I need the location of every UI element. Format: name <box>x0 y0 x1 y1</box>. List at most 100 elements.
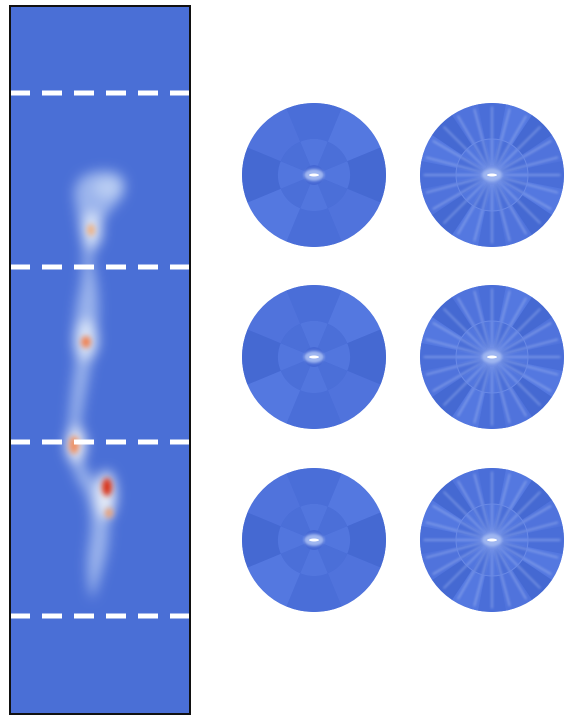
disc-inner-sector <box>323 526 351 554</box>
disc-inner-sector <box>472 139 491 167</box>
disc <box>419 102 565 248</box>
disc-inner-sector <box>277 161 305 189</box>
disc-sector <box>247 108 301 162</box>
disc-inner-sector <box>323 161 351 189</box>
disc-sector <box>327 108 381 162</box>
disc-inner-sector <box>300 549 328 577</box>
panel-background <box>10 6 190 714</box>
disc-inner-sector <box>317 543 348 574</box>
disc-inner-sector <box>317 141 348 172</box>
discs <box>242 102 565 613</box>
disc-ray <box>491 115 527 176</box>
disc-ray <box>432 174 493 210</box>
disc-sector <box>286 208 342 247</box>
disc-inner-sector <box>500 358 528 377</box>
disc-ray <box>432 505 493 541</box>
disc-sector <box>347 329 386 385</box>
disc-sector <box>421 135 463 168</box>
disc-ray <box>443 491 493 541</box>
disc-ray <box>491 297 527 358</box>
disc-sector <box>499 386 532 428</box>
disc-ray <box>491 308 541 358</box>
disc <box>242 285 386 429</box>
disc-inner-sector <box>317 323 348 354</box>
disc-ray <box>443 308 493 358</box>
disc-inner-sector <box>300 184 328 212</box>
disc-ray <box>443 356 493 406</box>
disc-ray <box>491 480 527 541</box>
disc-ray <box>491 338 559 358</box>
disc-ray <box>491 156 559 176</box>
disc-ray <box>491 356 559 376</box>
disc-ray <box>425 521 493 541</box>
disc-inner-sector <box>500 520 528 539</box>
disc-inner-sector <box>493 548 512 576</box>
disc-inner-sector <box>472 504 491 532</box>
disc-inner-sector <box>500 155 528 174</box>
disc-inner-sector <box>472 183 491 211</box>
disc-sector <box>247 290 301 344</box>
disc-inner-sector <box>300 320 328 348</box>
disc-sector <box>452 469 485 511</box>
disc-inner-sector <box>493 139 512 167</box>
disc-ray <box>491 539 511 607</box>
disc-ray <box>491 473 511 541</box>
disc-inner-sector <box>456 155 484 174</box>
disc-inner-sector <box>280 323 311 354</box>
disc-core <box>487 538 497 542</box>
disc-sector <box>452 204 485 246</box>
disc-ray <box>473 174 493 242</box>
disc-ray <box>457 356 493 417</box>
disc-ray <box>432 322 493 358</box>
disc-ray <box>491 126 541 176</box>
disc-core <box>309 538 319 542</box>
disc-inner-sector <box>280 141 311 172</box>
disc-inner-sector <box>456 358 484 377</box>
disc-inner-sector <box>472 548 491 576</box>
disc-rays <box>423 471 561 609</box>
disc-ray <box>457 480 493 541</box>
disc-ray <box>491 356 552 392</box>
disc-core <box>487 173 497 177</box>
disc-sector <box>247 473 301 527</box>
disc-inner-sector <box>493 504 512 532</box>
disc-sector <box>521 135 563 168</box>
disc-ray <box>491 174 511 242</box>
disc-sector <box>421 317 463 350</box>
disc-sector <box>499 204 532 246</box>
disc-ray <box>491 174 541 224</box>
disc-ray <box>491 505 552 541</box>
disc-ray <box>457 174 493 235</box>
disc-sector <box>421 364 463 397</box>
disc-ray <box>425 338 493 358</box>
disc-sector <box>242 329 281 385</box>
disc-ray <box>425 539 493 559</box>
disc-inner-sector <box>280 178 311 209</box>
disc-ray <box>457 297 493 358</box>
disc-sector <box>521 317 563 350</box>
disc-inner-sector <box>456 176 484 195</box>
disc-sector <box>247 553 301 607</box>
disc-core <box>309 355 319 359</box>
disc-inner-sector <box>456 520 484 539</box>
disc-sector <box>499 469 532 511</box>
disc-ring <box>455 320 529 394</box>
disc-sector <box>327 290 381 344</box>
disc-ray <box>491 322 552 358</box>
disc-inner-sector <box>280 360 311 391</box>
disc-inner-sector <box>500 176 528 195</box>
disc-sector <box>286 573 342 612</box>
panel-border <box>9 5 191 715</box>
disc-core <box>309 173 319 177</box>
disc-ray <box>491 539 541 589</box>
disc-ray <box>443 539 493 589</box>
disc-ray <box>491 140 552 176</box>
disc-inner-sector <box>500 541 528 560</box>
disc-inner-sector <box>500 337 528 356</box>
disc-sector <box>286 103 342 142</box>
disc-rays <box>423 288 561 426</box>
disc-sector <box>347 147 386 203</box>
disc-sector <box>421 547 463 580</box>
disc-ray <box>425 174 493 194</box>
disc-sector <box>286 468 342 507</box>
